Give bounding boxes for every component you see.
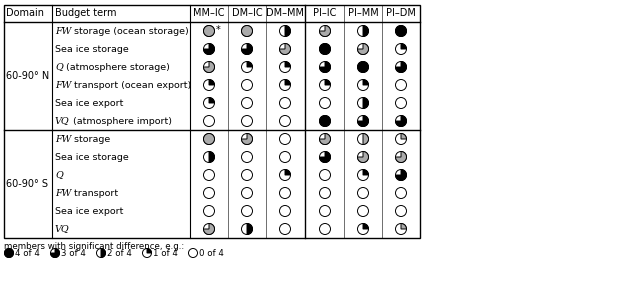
Wedge shape bbox=[204, 44, 215, 55]
Wedge shape bbox=[396, 115, 406, 127]
Wedge shape bbox=[358, 44, 369, 55]
Text: Sea ice storage: Sea ice storage bbox=[55, 44, 129, 53]
Wedge shape bbox=[401, 44, 406, 49]
Text: Q: Q bbox=[55, 170, 62, 179]
Wedge shape bbox=[396, 61, 406, 72]
Wedge shape bbox=[363, 80, 369, 85]
Text: 1 of 4: 1 of 4 bbox=[153, 248, 178, 258]
Wedge shape bbox=[204, 61, 215, 72]
Wedge shape bbox=[396, 151, 406, 162]
Wedge shape bbox=[358, 151, 369, 162]
Text: storage (ocean storage): storage (ocean storage) bbox=[71, 27, 189, 35]
Text: VQ: VQ bbox=[55, 224, 69, 233]
Text: DM–MM: DM–MM bbox=[266, 8, 304, 18]
Circle shape bbox=[319, 44, 331, 55]
Wedge shape bbox=[285, 80, 290, 85]
Text: 4 of 4: 4 of 4 bbox=[15, 248, 40, 258]
Text: 2 of 4: 2 of 4 bbox=[107, 248, 132, 258]
Wedge shape bbox=[147, 248, 151, 253]
Wedge shape bbox=[247, 224, 252, 235]
Wedge shape bbox=[363, 170, 369, 175]
Wedge shape bbox=[50, 248, 59, 258]
Wedge shape bbox=[363, 25, 369, 37]
Wedge shape bbox=[280, 44, 290, 55]
Wedge shape bbox=[209, 98, 215, 103]
Text: transport (ocean export): transport (ocean export) bbox=[71, 80, 192, 89]
Circle shape bbox=[204, 134, 215, 145]
Wedge shape bbox=[401, 134, 406, 139]
Wedge shape bbox=[363, 134, 369, 145]
Wedge shape bbox=[285, 61, 290, 67]
Wedge shape bbox=[242, 44, 252, 55]
Wedge shape bbox=[242, 134, 252, 145]
Text: FW: FW bbox=[55, 27, 71, 35]
Text: 60-90° S: 60-90° S bbox=[6, 179, 48, 189]
Text: Q: Q bbox=[55, 63, 62, 72]
Wedge shape bbox=[247, 61, 252, 67]
Circle shape bbox=[319, 115, 331, 127]
Wedge shape bbox=[319, 61, 331, 72]
Wedge shape bbox=[363, 98, 369, 108]
Text: Sea ice storage: Sea ice storage bbox=[55, 153, 129, 162]
Text: PI–IC: PI–IC bbox=[314, 8, 337, 18]
Circle shape bbox=[396, 25, 406, 37]
Wedge shape bbox=[401, 224, 406, 229]
Text: Budget term: Budget term bbox=[55, 8, 117, 18]
Text: transport: transport bbox=[71, 188, 119, 198]
Text: PI–MM: PI–MM bbox=[348, 8, 379, 18]
Wedge shape bbox=[358, 115, 369, 127]
Text: 0 of 4: 0 of 4 bbox=[199, 248, 224, 258]
Bar bbox=[4, 5, 420, 238]
Wedge shape bbox=[319, 151, 331, 162]
Text: members with significant difference, e.g.:: members with significant difference, e.g… bbox=[4, 242, 184, 251]
Text: Sea ice export: Sea ice export bbox=[55, 98, 124, 108]
Circle shape bbox=[4, 248, 13, 258]
Wedge shape bbox=[101, 248, 105, 258]
Text: FW: FW bbox=[55, 80, 71, 89]
Text: Sea ice export: Sea ice export bbox=[55, 207, 124, 215]
Wedge shape bbox=[396, 170, 406, 181]
Wedge shape bbox=[285, 25, 290, 37]
Text: 60-90° N: 60-90° N bbox=[6, 71, 49, 81]
Wedge shape bbox=[319, 134, 331, 145]
Text: MM–IC: MM–IC bbox=[193, 8, 225, 18]
Wedge shape bbox=[319, 25, 331, 37]
Text: *: * bbox=[216, 25, 220, 35]
Wedge shape bbox=[363, 224, 369, 229]
Wedge shape bbox=[209, 80, 215, 85]
Circle shape bbox=[242, 25, 252, 37]
Text: FW: FW bbox=[55, 134, 71, 143]
Text: DM–IC: DM–IC bbox=[232, 8, 262, 18]
Circle shape bbox=[204, 25, 215, 37]
Text: storage: storage bbox=[71, 134, 110, 143]
Text: VQ: VQ bbox=[55, 117, 69, 125]
Text: Domain: Domain bbox=[6, 8, 44, 18]
Wedge shape bbox=[285, 170, 290, 175]
Text: FW: FW bbox=[55, 188, 71, 198]
Wedge shape bbox=[204, 224, 215, 235]
Circle shape bbox=[358, 61, 369, 72]
Text: 3 of 4: 3 of 4 bbox=[61, 248, 86, 258]
Wedge shape bbox=[325, 80, 331, 85]
Text: (atmosphere storage): (atmosphere storage) bbox=[62, 63, 170, 72]
Text: (atmosphere import): (atmosphere import) bbox=[69, 117, 172, 125]
Text: PI–DM: PI–DM bbox=[386, 8, 416, 18]
Wedge shape bbox=[209, 151, 215, 162]
